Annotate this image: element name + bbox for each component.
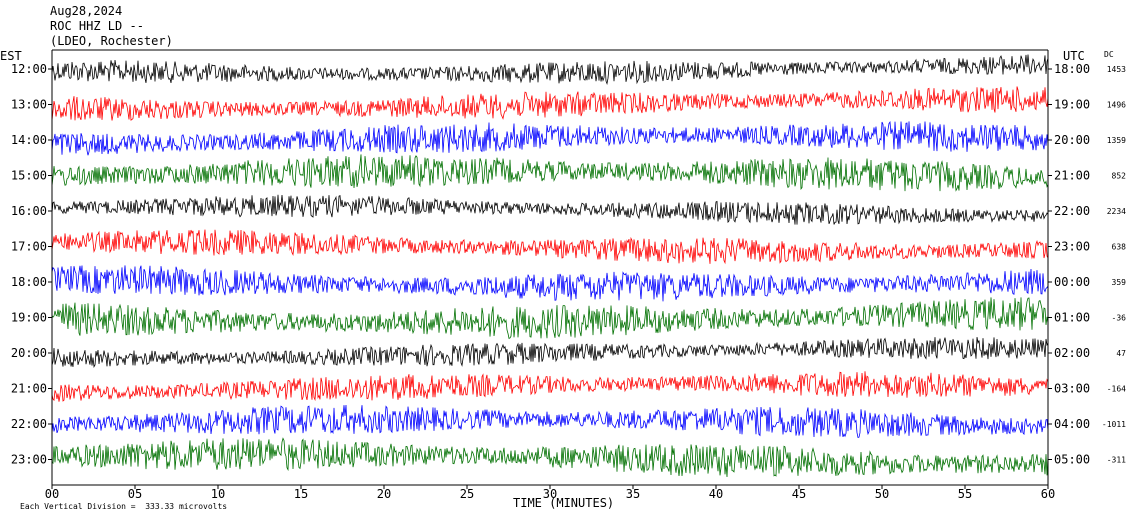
est-label: 17:00 <box>11 240 47 254</box>
header-location: (LDEO, Rochester) <box>50 34 173 48</box>
scale-note: Each Vertical Division = 333.33 microvol… <box>20 502 228 511</box>
dc-value: 1496 <box>1107 101 1126 110</box>
x-tick-label: 40 <box>709 487 723 501</box>
x-tick-label: 55 <box>958 487 972 501</box>
utc-label: 22:00 <box>1054 204 1090 218</box>
trace-row-8 <box>51 337 1049 368</box>
trace-row-11 <box>51 437 1049 478</box>
trace-row-4 <box>51 194 1049 225</box>
est-label: 13:00 <box>11 98 47 112</box>
trace-row-2 <box>51 121 1049 156</box>
est-label: 19:00 <box>11 311 47 325</box>
label-layer: 12:00 18:00 1453 13:00 19:00 1496 14:00 20:00 13… <box>11 62 1126 501</box>
x-tick-label: 20 <box>377 487 391 501</box>
trace-row-9 <box>51 371 1049 402</box>
utc-label: 23:00 <box>1054 240 1090 254</box>
trace-row-5 <box>51 229 1049 265</box>
x-tick-label: 25 <box>460 487 474 501</box>
header-date: Aug28,2024 <box>50 4 123 18</box>
plot-frame <box>48 49 1052 489</box>
x-tick-label: 05 <box>128 487 142 501</box>
x-tick-label: 50 <box>875 487 889 501</box>
est-axis-label: EST <box>0 49 22 63</box>
dc-value: -36 <box>1112 314 1127 323</box>
dc-value: -1011 <box>1102 420 1126 429</box>
dc-value: 852 <box>1112 172 1127 181</box>
est-label: 23:00 <box>11 453 47 467</box>
x-tick-label: 00 <box>45 487 59 501</box>
trace-row-7 <box>51 297 1049 339</box>
utc-label: 00:00 <box>1054 275 1090 289</box>
utc-axis-label: UTC <box>1063 49 1085 63</box>
x-tick-label: 35 <box>626 487 640 501</box>
utc-label: 04:00 <box>1054 417 1090 431</box>
est-label: 20:00 <box>11 346 47 360</box>
x-tick-label: 30 <box>543 487 557 501</box>
trace-row-3 <box>51 154 1049 192</box>
est-label: 16:00 <box>11 204 47 218</box>
est-label: 12:00 <box>11 62 47 76</box>
dc-value: 47 <box>1116 349 1126 358</box>
trace-row-10 <box>51 404 1049 439</box>
dc-value: 359 <box>1112 278 1127 287</box>
dc-value: -311 <box>1107 456 1126 465</box>
dc-value: 1453 <box>1107 65 1126 74</box>
header-station: ROC HHZ LD -- <box>50 19 144 33</box>
dc-column-label: DC <box>1104 50 1114 59</box>
utc-label: 18:00 <box>1054 62 1090 76</box>
x-axis-title: TIME (MINUTES) <box>513 496 615 510</box>
x-tick-label: 15 <box>294 487 308 501</box>
est-label: 21:00 <box>11 382 47 396</box>
trace-row-1 <box>51 86 1049 121</box>
utc-label: 19:00 <box>1054 98 1090 112</box>
utc-label: 01:00 <box>1054 311 1090 325</box>
trace-row-0 <box>51 54 1049 86</box>
est-label: 15:00 <box>11 169 47 183</box>
dc-value: 2234 <box>1107 207 1126 216</box>
trace-row-6 <box>51 265 1049 302</box>
est-label: 22:00 <box>11 417 47 431</box>
utc-label: 20:00 <box>1054 133 1090 147</box>
x-tick-label: 60 <box>1041 487 1055 501</box>
dc-value: -164 <box>1107 385 1126 394</box>
dc-value: 638 <box>1112 243 1127 252</box>
trace-layer <box>51 54 1049 478</box>
utc-label: 21:00 <box>1054 169 1090 183</box>
est-label: 18:00 <box>11 275 47 289</box>
utc-label: 03:00 <box>1054 382 1090 396</box>
est-label: 14:00 <box>11 133 47 147</box>
x-tick-label: 10 <box>211 487 225 501</box>
dc-value: 1359 <box>1107 136 1126 145</box>
x-tick-label: 45 <box>792 487 806 501</box>
utc-label: 02:00 <box>1054 346 1090 360</box>
utc-label: 05:00 <box>1054 453 1090 467</box>
